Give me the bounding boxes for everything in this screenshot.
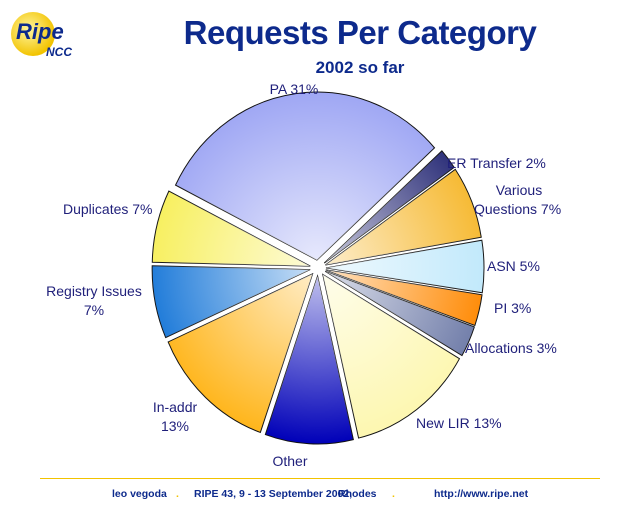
label-er-transfer: ER Transfer 2%	[447, 155, 546, 171]
pie-slice-highlight	[265, 275, 354, 444]
pie-slice-highlight	[152, 191, 311, 267]
footer-separator-1: .	[176, 488, 179, 500]
pie-slice-highlight	[152, 265, 311, 338]
chart-subtitle: 2002 so far	[315, 58, 405, 77]
footer-url[interactable]: http://www.ripe.net	[434, 488, 529, 500]
footer-divider	[40, 478, 600, 479]
pie-slice-highlight	[168, 273, 313, 433]
pie-slice-highlight	[175, 92, 435, 261]
label-pa: PA 31%	[269, 81, 319, 97]
chart-title: Requests Per Category	[183, 14, 537, 51]
pie-slice-highlight	[322, 274, 460, 439]
label-various-line1: Various	[495, 182, 543, 198]
footer-event: RIPE 43, 9 - 13 September 2002,	[194, 488, 353, 500]
label-pi: PI 3%	[494, 300, 532, 316]
pie-slice-highlight	[324, 150, 455, 264]
label-asn: ASN 5%	[487, 258, 540, 274]
label-registry-line2: 7%	[83, 302, 105, 318]
label-other: Other	[272, 453, 308, 469]
label-registry-line1: Registry Issues	[46, 283, 142, 299]
label-inaddr-line2: 13%	[160, 418, 190, 434]
logo-ripe-text: Ripe	[16, 19, 64, 44]
footer-separator-2: .	[392, 488, 395, 500]
footer-author: leo vegoda	[112, 488, 167, 500]
ripe-ncc-logo: Ripe NCC	[11, 12, 72, 59]
label-duplicates: Duplicates 7%	[63, 201, 153, 217]
label-various-line2: Questions 7%	[474, 201, 562, 217]
logo-ncc-text: NCC	[46, 45, 72, 59]
label-new-lir: New LIR 13%	[416, 415, 502, 431]
pie-slice-highlight	[325, 169, 482, 265]
footer-location: Rhodes	[338, 488, 377, 500]
pie-slice-highlight	[325, 269, 483, 326]
pie-slice-highlight	[325, 240, 484, 293]
pie-slice-highlight	[325, 271, 475, 356]
label-inaddr-line1: In-addr	[152, 399, 198, 415]
label-allocations: Allocations 3%	[465, 340, 557, 356]
